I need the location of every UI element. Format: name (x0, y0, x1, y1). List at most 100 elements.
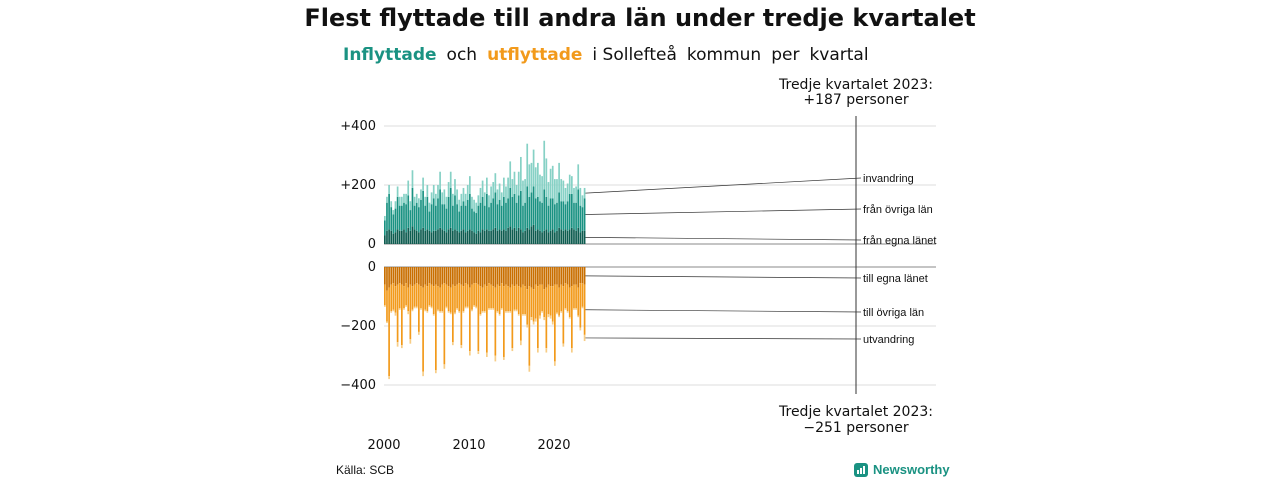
bar-out-other (407, 287, 410, 312)
bar-out-emigration (401, 345, 403, 349)
annotation-top-line1: Tredje kvartalet 2023: (778, 77, 933, 93)
bar-out-other (517, 286, 520, 315)
bar-in-immigration (571, 176, 573, 194)
bar-in-other (513, 193, 516, 228)
bar-in-local (469, 229, 471, 244)
bar-in-other (401, 205, 403, 231)
bar-out-other (486, 286, 488, 353)
bar-out-local (430, 267, 433, 285)
bar-out-other (388, 287, 390, 377)
bar-in-immigration (547, 182, 550, 206)
y-tick-label-out: −400 (340, 378, 376, 393)
bar-in-local (398, 230, 401, 244)
bar-in-local (577, 227, 580, 244)
bar-in-other (454, 195, 456, 230)
bar-in-immigration (496, 189, 499, 205)
bar-out-other (430, 284, 433, 307)
bar-in-immigration (411, 170, 414, 188)
bar-in-local (483, 230, 486, 244)
bar-out-other (507, 286, 509, 312)
bar-out-other (526, 289, 529, 325)
bar-in-local (575, 230, 577, 244)
bar-in-other (486, 193, 488, 230)
y-tick-label-in: 0 (368, 237, 376, 252)
bar-out-local (541, 267, 543, 285)
bar-out-other (458, 283, 461, 312)
bar-in-immigration (409, 201, 412, 211)
annotation-bottom-line2: −251 personer (803, 420, 909, 436)
bar-out-other (477, 284, 480, 352)
bar-in-local (477, 230, 480, 244)
bar-in-immigration (405, 193, 407, 205)
bar-out-local (534, 267, 537, 285)
bar-out-local (575, 267, 577, 285)
bar-in-other (432, 198, 435, 231)
bar-in-immigration (530, 162, 533, 193)
bar-in-immigration (388, 185, 390, 194)
bar-out-emigration (530, 317, 533, 321)
axes: +400 +200 0 0 −200 −400 2000 2010 2020 (340, 119, 570, 453)
bar-in-immigration (424, 196, 427, 206)
bar-in-local (500, 230, 503, 244)
legend-leader-out (585, 275, 862, 279)
bar-out-local (452, 267, 454, 285)
bar-out-local (469, 267, 471, 288)
bar-out-other (466, 284, 469, 307)
gridlines (384, 125, 936, 386)
bar-in-immigration (515, 185, 518, 203)
bar-out-local (539, 267, 541, 285)
bar-in-local (415, 230, 418, 244)
bar-out-other (483, 284, 486, 312)
bar-out-local (496, 267, 499, 285)
bar-in-other (456, 204, 458, 231)
bar-in-immigration (396, 186, 399, 197)
bar-out-emigration (520, 340, 522, 346)
bar-out-local (558, 267, 560, 288)
bar-in-other (558, 192, 560, 228)
bar-out-emigration (511, 348, 514, 352)
newsworthy-logo-icon (854, 462, 868, 477)
bar-out-local (424, 267, 427, 285)
bar-in-other (445, 208, 448, 233)
bar-in-other (458, 211, 461, 233)
bar-in-other (494, 192, 497, 228)
brand[interactable]: Newsworthy (854, 462, 950, 477)
bar-out-local (547, 267, 550, 285)
bar-out-other (496, 284, 499, 312)
bar-in-local (452, 230, 454, 244)
bar-in-other (435, 205, 437, 231)
bar-in-immigration (403, 193, 405, 203)
bar-out-other (418, 284, 420, 332)
bar-in-other (443, 204, 446, 231)
bar-out-other (554, 284, 556, 362)
bar-in-other (384, 220, 386, 236)
bar-in-immigration (449, 171, 452, 188)
bar-out-emigration (551, 321, 554, 325)
bar-out-emigration (454, 312, 456, 315)
bar-in-immigration (539, 174, 541, 202)
bar-in-other (564, 204, 567, 230)
subtitle-och: och (446, 45, 478, 65)
legend-leader-in (585, 237, 862, 241)
bar-out-local (581, 267, 584, 284)
bar-in-immigration (560, 179, 563, 202)
annotation-top-line2: +187 personer (803, 92, 909, 108)
bar-in-local (532, 224, 535, 244)
bar-out-local (428, 267, 431, 284)
bar-out-emigration (564, 308, 567, 310)
bar-in-immigration (415, 193, 418, 203)
bar-out-other (390, 284, 393, 312)
bar-out-local (407, 267, 410, 288)
bar-in-immigration (384, 215, 386, 221)
bar-in-other (496, 204, 499, 231)
bar-in-other (560, 201, 563, 230)
bar-in-other (562, 201, 565, 231)
bar-out-other (475, 283, 478, 307)
bar-out-other (409, 284, 412, 340)
legend-label-in: från egna länet (863, 235, 936, 247)
bar-out-emigration (422, 371, 424, 377)
bar-out-local (411, 267, 414, 287)
bar-out-other (439, 287, 441, 312)
bar-in-other (528, 196, 531, 230)
bar-out-other (579, 283, 582, 328)
